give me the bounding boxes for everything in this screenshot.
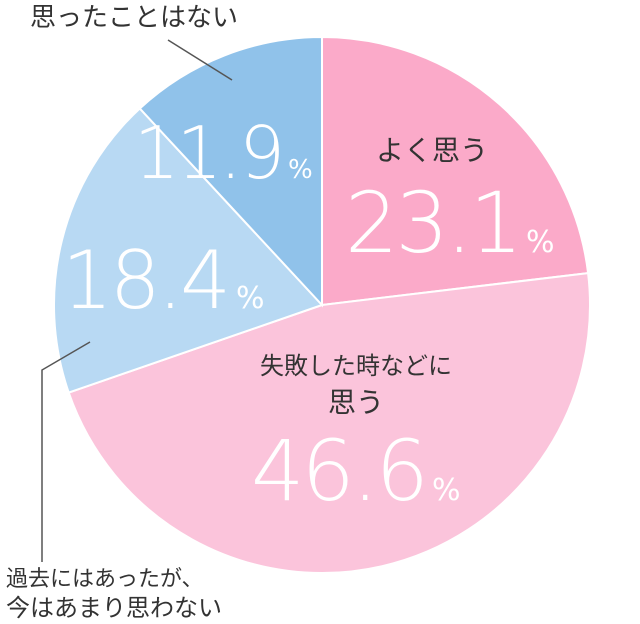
slice-value-never: 11.9: [134, 111, 282, 195]
pie-slice-often: [321, 35, 590, 307]
slice-unit-never: %: [288, 155, 313, 185]
slice-unit-past: %: [236, 281, 265, 316]
leader-line-never: [167, 39, 233, 81]
slice-unit-fail: %: [432, 473, 461, 508]
slice-label-fail-line1: 失敗した時などに: [260, 352, 452, 380]
slice-unit-often: %: [526, 225, 555, 260]
external-label-never: 思ったことはない: [30, 3, 238, 33]
slice-label-fail-line2: 思う: [328, 386, 384, 419]
leader-line-past: [41, 341, 91, 562]
slice-value-fail: 46.6: [251, 422, 426, 520]
external-label-past-line2: 今はあまり思わない: [6, 594, 222, 622]
slice-value-past: 18.4: [62, 234, 228, 327]
slice-value-often: 23.1: [345, 174, 520, 272]
slice-label-often: よく思う: [376, 134, 488, 167]
external-label-past-line1: 過去にはあったが、: [6, 567, 204, 592]
pie-slice-never: [138, 35, 323, 308]
